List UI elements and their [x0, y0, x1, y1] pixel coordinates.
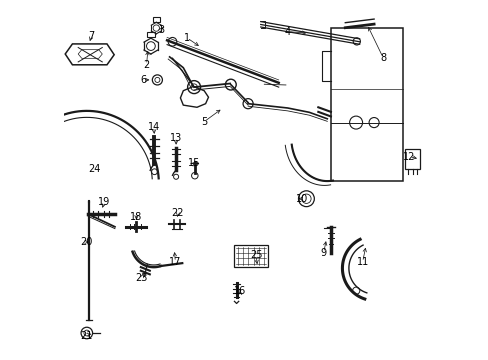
Text: 24: 24 — [88, 164, 100, 174]
Text: 25: 25 — [249, 250, 262, 260]
Text: 4: 4 — [284, 27, 290, 37]
Text: 23: 23 — [136, 273, 148, 283]
Text: 8: 8 — [379, 53, 386, 63]
Text: 10: 10 — [295, 194, 307, 204]
Text: 2: 2 — [143, 60, 149, 70]
Text: 15: 15 — [187, 158, 200, 168]
Text: 14: 14 — [147, 122, 160, 132]
Text: 5: 5 — [201, 117, 207, 127]
Text: 21: 21 — [80, 330, 92, 341]
Text: 22: 22 — [171, 208, 184, 218]
Text: 17: 17 — [169, 257, 181, 267]
Text: 20: 20 — [81, 237, 93, 247]
Text: 18: 18 — [130, 212, 142, 222]
Text: 16: 16 — [234, 286, 246, 296]
Text: 19: 19 — [98, 197, 110, 207]
Text: 1: 1 — [183, 33, 189, 43]
Text: 7: 7 — [88, 31, 95, 41]
Text: 11: 11 — [356, 257, 368, 267]
Text: 9: 9 — [320, 248, 326, 258]
Text: 3: 3 — [158, 24, 163, 35]
Text: 6: 6 — [140, 75, 146, 85]
Text: 13: 13 — [170, 132, 182, 143]
Text: 12: 12 — [403, 152, 415, 162]
